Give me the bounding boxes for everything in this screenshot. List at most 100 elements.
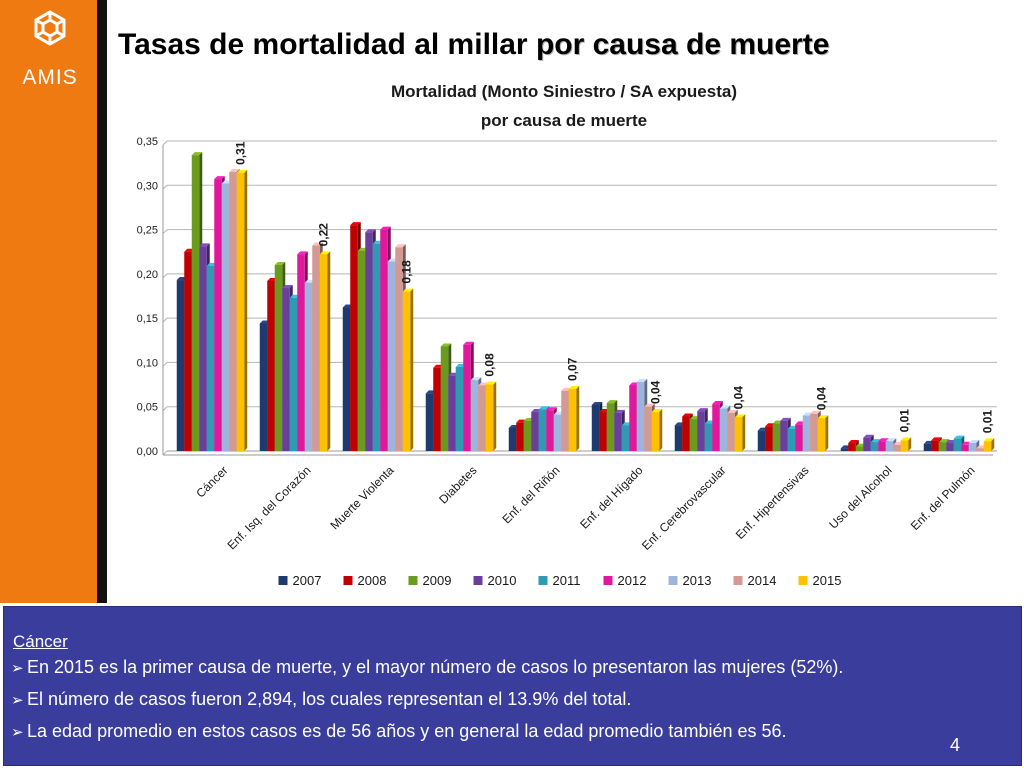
- bar-top: [878, 438, 889, 442]
- legend-label: 2012: [618, 573, 647, 588]
- bar-top: [682, 413, 693, 417]
- gridline-depth: [162, 317, 168, 323]
- x-tick-label: Enf. del Riñón: [499, 463, 562, 526]
- bar-top: [380, 226, 391, 230]
- bar-front: [289, 297, 298, 451]
- legend-swatch: [473, 576, 483, 585]
- note-text: La edad promedio en estos casos es de 56…: [27, 721, 787, 741]
- bar-top: [395, 244, 406, 248]
- gridline-depth: [162, 406, 168, 412]
- data-label: 0,04: [649, 380, 663, 404]
- data-label: 0,31: [234, 141, 248, 165]
- bar-side: [908, 437, 912, 451]
- bar-front: [651, 412, 660, 451]
- bar-front: [599, 412, 607, 451]
- arrow-bullet-icon: ➢: [11, 660, 24, 677]
- bar-front: [274, 265, 283, 451]
- bar-front: [395, 247, 403, 451]
- bar-front: [946, 443, 954, 451]
- bar-front: [516, 422, 524, 451]
- bar-top: [319, 251, 331, 255]
- gridline-depth: [162, 184, 168, 190]
- bar-front: [350, 225, 358, 451]
- bar-front: [900, 440, 909, 451]
- bar-top: [463, 341, 474, 345]
- bar-front: [719, 408, 728, 451]
- legend-item: 2012: [603, 573, 647, 588]
- bar-front: [765, 426, 773, 451]
- bar-top: [983, 438, 995, 442]
- bar-side: [825, 415, 829, 451]
- bar-top: [214, 176, 225, 180]
- bar-front: [704, 423, 713, 451]
- bar-front: [312, 245, 320, 451]
- bar-top: [282, 285, 293, 289]
- bar-top: [817, 415, 829, 419]
- logo-text: AMIS: [22, 66, 78, 89]
- bar-front: [870, 442, 879, 451]
- legend-label: 2009: [423, 573, 452, 588]
- bar-front: [568, 389, 577, 451]
- bar-front: [236, 172, 245, 451]
- bar-front: [644, 406, 652, 451]
- mortality-chart: Mortalidad (Monto Siniestro / SA expuest…: [137, 82, 997, 588]
- bar-top: [365, 229, 376, 233]
- data-label: 0,08: [483, 353, 497, 377]
- bar-front: [387, 261, 396, 451]
- bar-front: [214, 179, 222, 451]
- y-tick-label: 0,20: [137, 269, 158, 281]
- bar-front: [682, 416, 690, 451]
- bar-top: [651, 409, 663, 413]
- gridline-depth: [162, 273, 168, 279]
- bar-side: [991, 438, 995, 451]
- legend-item: 2010: [473, 573, 517, 588]
- bar-front: [199, 246, 207, 451]
- bar-front: [863, 437, 871, 451]
- legend-label: 2011: [553, 573, 581, 588]
- bar-front: [561, 390, 569, 451]
- bar-front: [206, 265, 215, 451]
- bar-top: [485, 381, 497, 385]
- bar-front: [734, 417, 743, 451]
- bar-front: [848, 443, 856, 451]
- bar-top: [863, 434, 874, 438]
- notes-heading: Cáncer: [13, 632, 68, 651]
- bar-top: [350, 222, 361, 226]
- bar-front: [923, 443, 932, 451]
- notes-panel: Cáncer ➢ En 2015 es la primer causa de mu…: [3, 606, 1022, 766]
- legend-item: 2011: [538, 573, 581, 588]
- note-text: El número de casos fueron 2,894, los cua…: [27, 689, 632, 709]
- note-text: En 2015 es la primer causa de muerte, y …: [27, 657, 844, 677]
- bar-front: [855, 446, 864, 451]
- bar: [402, 288, 414, 451]
- bar-side: [576, 386, 580, 451]
- bar-front: [470, 380, 479, 451]
- bar-front: [772, 423, 781, 451]
- note-bullet: ➢ En 2015 es la primer causa de muerte, y…: [11, 657, 843, 678]
- bar-top: [810, 410, 821, 414]
- bar-front: [614, 412, 622, 451]
- bar-front: [365, 232, 373, 451]
- data-label: 0,07: [566, 357, 580, 381]
- bar-top: [312, 242, 323, 246]
- legend-item: 2009: [408, 573, 452, 588]
- bar-front: [780, 420, 788, 451]
- bar-top: [236, 169, 248, 173]
- legend-label: 2013: [683, 573, 712, 588]
- bar-front: [433, 367, 441, 451]
- data-label: 0,04: [732, 386, 746, 410]
- bar-front: [931, 440, 939, 451]
- legend-item: 2015: [798, 573, 841, 588]
- arrow-bullet-icon: ➢: [11, 692, 24, 709]
- amis-logo-icon: [34, 10, 66, 46]
- bar-top: [727, 409, 738, 413]
- legend-label: 2010: [488, 573, 517, 588]
- legend-swatch: [603, 576, 613, 585]
- bar: [734, 414, 746, 451]
- bar-front: [983, 441, 992, 451]
- y-tick-label: 0,30: [137, 180, 158, 192]
- x-tick-label: Enf. Cerebrovascular: [639, 463, 729, 553]
- sidebar-band: AMIS: [0, 0, 97, 603]
- data-label: 0,01: [898, 409, 912, 433]
- bar-front: [802, 415, 811, 451]
